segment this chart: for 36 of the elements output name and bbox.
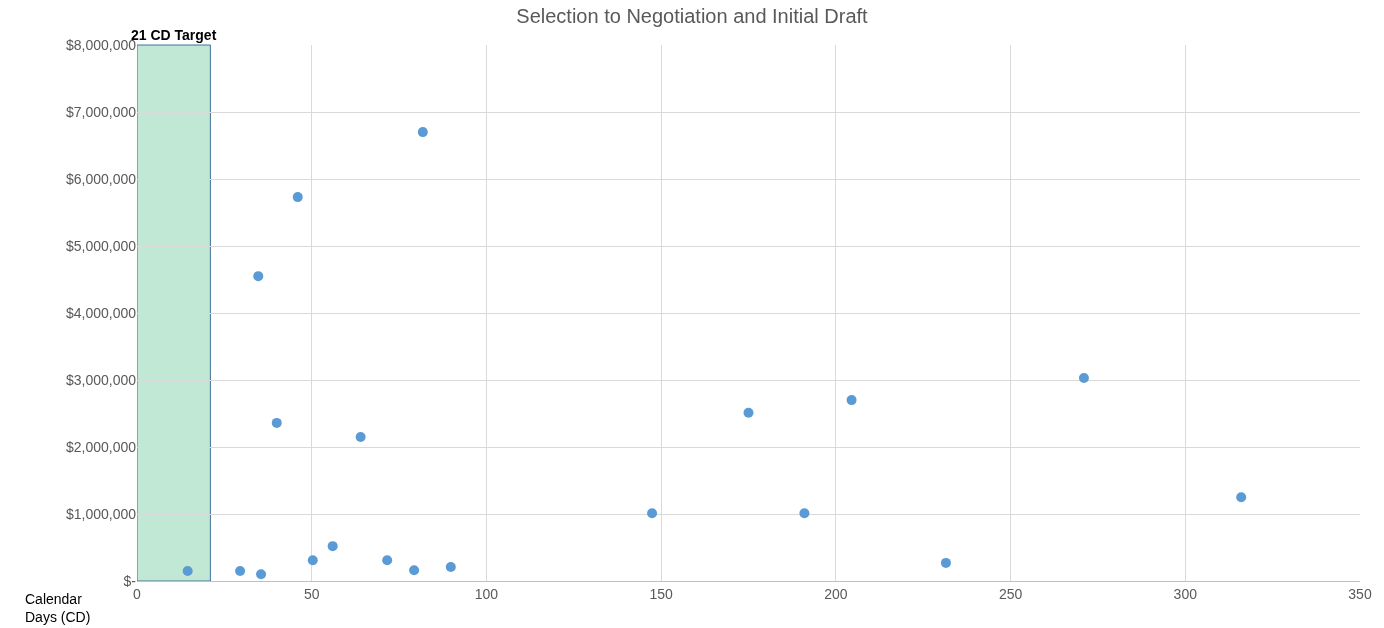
point xyxy=(307,555,318,566)
y-tick-label: $3,000,000 xyxy=(65,371,137,388)
point xyxy=(271,417,282,428)
point xyxy=(355,431,366,442)
point xyxy=(292,192,303,203)
point xyxy=(647,508,658,519)
y-tick-label: $2,000,000 xyxy=(65,438,137,455)
y-tick-label: $4,000,000 xyxy=(65,304,137,321)
x-tick-label: 50 xyxy=(303,585,320,602)
y-tick-label: $5,000,000 xyxy=(65,237,137,254)
point xyxy=(1236,492,1247,503)
point xyxy=(846,395,857,406)
y-tick-label: $1,000,000 xyxy=(65,505,137,522)
point xyxy=(409,565,420,576)
point xyxy=(253,271,264,282)
point xyxy=(940,557,951,568)
point xyxy=(182,565,193,576)
x-tick-label: 250 xyxy=(998,585,1023,602)
x-tick-label: 150 xyxy=(649,585,674,602)
x-tick-label: 350 xyxy=(1348,585,1372,602)
y-tick-label: $6,000,000 xyxy=(65,170,137,187)
point xyxy=(417,127,428,138)
point xyxy=(235,565,246,576)
x-tick-label: 100 xyxy=(474,585,499,602)
x-tick-label: 300 xyxy=(1173,585,1198,602)
point xyxy=(445,561,456,572)
point xyxy=(256,569,267,580)
point xyxy=(799,508,810,519)
x-axis-title: Calendar Days (CD) xyxy=(25,591,91,626)
point xyxy=(743,407,754,418)
y-tick-label: $7,000,000 xyxy=(65,103,137,120)
point xyxy=(327,541,338,552)
point xyxy=(382,555,393,566)
chart-title: Selection to Negotiation and Initial Draft xyxy=(516,5,869,28)
x-tick-label: 200 xyxy=(824,585,848,602)
point xyxy=(1078,372,1089,383)
